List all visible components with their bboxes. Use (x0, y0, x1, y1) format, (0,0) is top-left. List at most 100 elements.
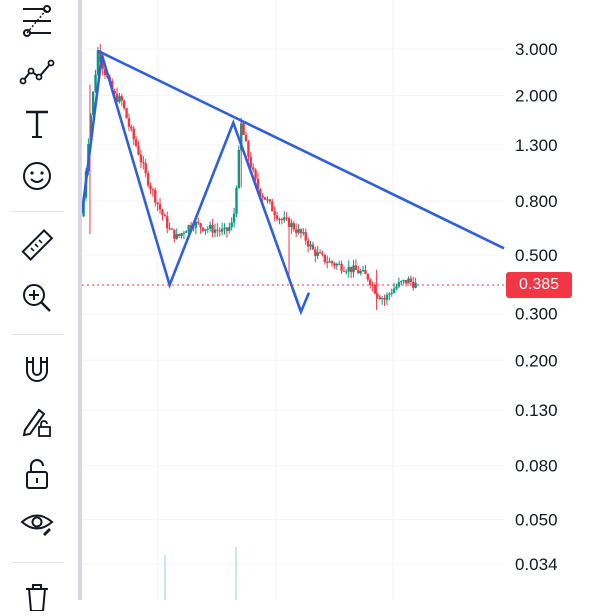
candle-body (137, 145, 140, 155)
price-tick-label: 0.500 (515, 246, 558, 265)
candle-body (89, 115, 92, 145)
candle-body (397, 282, 401, 287)
price-tick-label: 0.800 (515, 192, 558, 211)
candle-body (349, 266, 353, 273)
magnet-icon[interactable] (14, 350, 60, 390)
candle-body (235, 187, 238, 214)
candle-body (144, 163, 147, 174)
candle-body (211, 224, 214, 233)
candle-body (330, 261, 334, 264)
candle-body (333, 263, 336, 266)
candle-body (378, 296, 381, 299)
candle-body (99, 50, 102, 63)
price-axis[interactable]: 3.000 2.000 1.300 0.800 0.500 0.300 0.200 0.130… (515, 40, 558, 574)
candle-body (249, 156, 252, 168)
candle-body (259, 189, 262, 196)
candle-body (244, 134, 248, 142)
candle-body (302, 232, 305, 234)
candle-body (192, 227, 195, 229)
candle-body (380, 298, 384, 300)
candle-body (299, 229, 303, 234)
candle-body (125, 108, 128, 119)
price-tick-label: 3.000 (515, 40, 558, 59)
candle-body (187, 225, 190, 232)
emoji-icon[interactable] (14, 156, 60, 196)
candle-body (266, 199, 269, 201)
candle-body (170, 228, 174, 230)
candle-body (123, 100, 126, 109)
candle-body (409, 278, 413, 282)
candle-body (376, 293, 379, 297)
candle-body (400, 281, 403, 283)
pattern-tool-icon[interactable] (14, 52, 60, 92)
candle-body (142, 162, 145, 164)
candle-body (392, 288, 396, 293)
candle-body (213, 229, 217, 233)
text-tool-icon[interactable] (14, 104, 60, 144)
candle-body (103, 68, 107, 76)
candle-body (316, 252, 319, 256)
candle-body (254, 169, 257, 179)
lock-drawing-icon[interactable] (14, 402, 60, 442)
candle-body (340, 263, 343, 271)
candles (82, 44, 417, 310)
candle-body (352, 265, 355, 273)
candle-body (328, 261, 331, 263)
price-tick-label: 0.050 (515, 511, 558, 530)
unlock-icon[interactable] (14, 454, 60, 494)
candle-body (285, 217, 288, 219)
candle-body (94, 74, 97, 92)
candle-body (321, 253, 324, 255)
candle-body (357, 270, 360, 274)
candle-body (297, 229, 300, 233)
candle-body (335, 263, 338, 266)
candle-body (182, 232, 186, 234)
candle-body (280, 219, 284, 221)
candle-body (199, 223, 202, 228)
candle-body (177, 234, 181, 237)
price-tick-label: 2.000 (515, 87, 558, 106)
drawings[interactable] (80, 49, 505, 316)
candle-body (271, 201, 274, 212)
ruler-icon[interactable] (14, 226, 60, 266)
eye-icon[interactable] (14, 504, 60, 544)
toolbar-scrollbar[interactable] (78, 0, 82, 600)
candle-body (130, 126, 133, 129)
candle-body (359, 271, 362, 274)
price-tick-label: 0.080 (515, 457, 558, 476)
candle-body (354, 265, 358, 271)
price-chart[interactable]: 3.000 2.000 1.300 0.800 0.500 0.300 0.200 0.130… (0, 0, 600, 600)
candle-body (223, 227, 226, 229)
candle-body (407, 278, 410, 284)
current-price-badge: 0.385 (506, 272, 572, 299)
candle-body (366, 273, 370, 280)
candle-body (134, 139, 138, 146)
volume-bars (164, 547, 237, 600)
candle-body (204, 229, 207, 231)
fib-retracement-icon[interactable] (14, 2, 60, 42)
pattern-line (80, 54, 303, 313)
candle-body (232, 213, 236, 223)
candle-body (283, 217, 286, 221)
candle-body (132, 128, 135, 140)
candle-body (206, 228, 210, 230)
candle-body (278, 219, 281, 221)
candle-body (242, 123, 245, 135)
candle-body (149, 185, 152, 190)
price-tick-label: 0.034 (515, 555, 558, 574)
candle-body (158, 204, 162, 210)
drawing-toolbar (0, 0, 76, 611)
candle-body (165, 216, 169, 229)
candle-body (323, 254, 327, 263)
candle-body (273, 211, 276, 216)
candle-body (318, 252, 322, 254)
candle-body (175, 234, 178, 239)
candle-body (388, 293, 391, 295)
trash-icon[interactable] (14, 576, 60, 616)
candle-body (180, 233, 183, 237)
candle-body (390, 292, 393, 294)
candle-body (404, 280, 408, 284)
candle-body (154, 189, 157, 203)
candle-body (194, 221, 198, 228)
zoom-in-icon[interactable] (14, 278, 60, 318)
